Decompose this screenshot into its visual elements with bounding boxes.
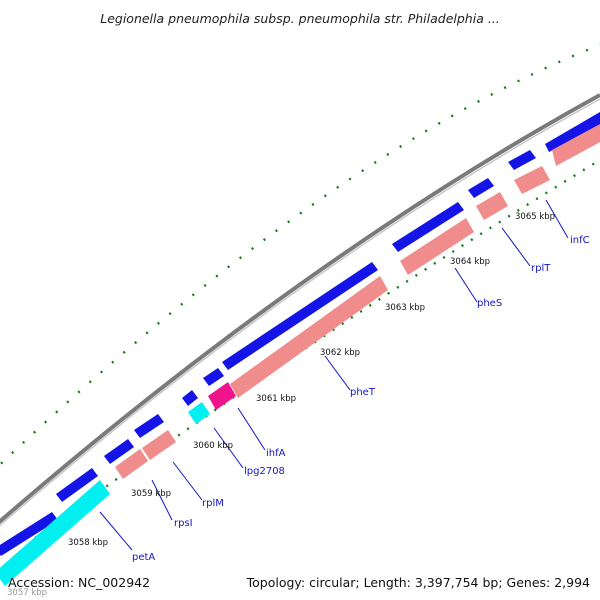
tick-label: 3060 kbp [193,441,233,451]
gene-label: rplT [531,263,551,274]
gene-arrow-forward [545,112,600,152]
label-leaders [99,199,569,551]
gene-arrow-reverse [142,430,176,460]
gene-label: pheS [477,298,502,309]
tick-labels: 3058 kbp 3059 kbp 3060 kbp 3061 kbp 3062 kbp… [7,212,555,598]
gene-arrow-forward [508,150,536,170]
inner-tick-ring [34,158,600,539]
tick-label: 3061 kbp [256,394,296,404]
gene-label: infC [570,235,590,246]
gene-arrow-forward [0,512,58,556]
trna-feature [0,480,110,586]
trna-feature [188,402,210,424]
gene-labels: petA rpsI rplM lpg2708 ihfA pheT pheS rplT infC [132,235,590,563]
tick-label-partial: 3057 kbp [7,588,47,598]
tick-label: 3063 kbp [385,303,425,313]
gene-arrow-reverse [514,166,550,194]
forward-strand-features [0,112,600,556]
gene-arrow-reverse [230,276,388,398]
topology-label: Topology: circular; Length: 3,397,754 bp… [246,575,590,590]
gene-label: rpsI [174,518,193,529]
tick-label: 3064 kbp [450,257,490,267]
gene-arrow-reverse [476,192,508,220]
rna-features [0,382,236,586]
gene-arrow-forward [182,390,198,406]
gene-arrow-forward [56,468,98,502]
reverse-strand-features [115,124,600,479]
gene-label: rplM [202,498,224,509]
genome-backbone [0,93,600,527]
gene-arrow-forward [134,414,164,438]
tick-label: 3058 kbp [68,538,108,548]
tick-label: 3065 kbp [515,212,555,222]
genome-title: Legionella pneumophila subsp. pneumophil… [100,11,500,26]
gene-label: petA [132,552,155,563]
gene-arrow-reverse [400,218,474,275]
gene-arrow-reverse [552,124,600,166]
gene-label: pheT [350,387,376,398]
rrna-feature [208,382,236,410]
accession-label: Accession: NC_002942 [8,575,151,590]
gene-label: ihfA [266,448,286,459]
gene-arrow-forward [468,178,494,198]
tick-label: 3059 kbp [131,489,171,499]
gene-arrow-reverse [115,449,148,479]
gene-arrow-forward [222,262,378,370]
gene-label: lpg2708 [244,466,285,477]
gene-arrow-forward [203,368,224,386]
outer-tick-ring [0,43,600,467]
tick-label: 3062 kbp [320,348,360,358]
gene-arrow-forward [392,202,464,252]
gene-arrow-forward [104,439,134,464]
